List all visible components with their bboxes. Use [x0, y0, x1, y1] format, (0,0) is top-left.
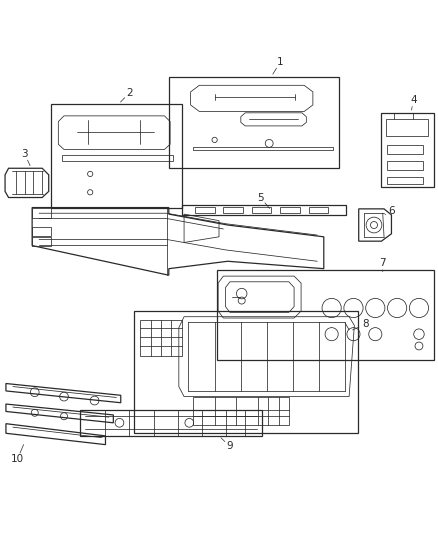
Text: 5: 5 — [257, 192, 264, 203]
Text: 9: 9 — [226, 441, 233, 451]
Text: 10: 10 — [11, 455, 24, 464]
Text: 1: 1 — [277, 57, 283, 67]
Text: 7: 7 — [379, 258, 386, 268]
Text: 8: 8 — [362, 319, 369, 329]
Text: 3: 3 — [21, 149, 28, 159]
Text: 4: 4 — [410, 95, 417, 104]
Text: 6: 6 — [388, 206, 395, 216]
Text: 2: 2 — [126, 88, 133, 98]
